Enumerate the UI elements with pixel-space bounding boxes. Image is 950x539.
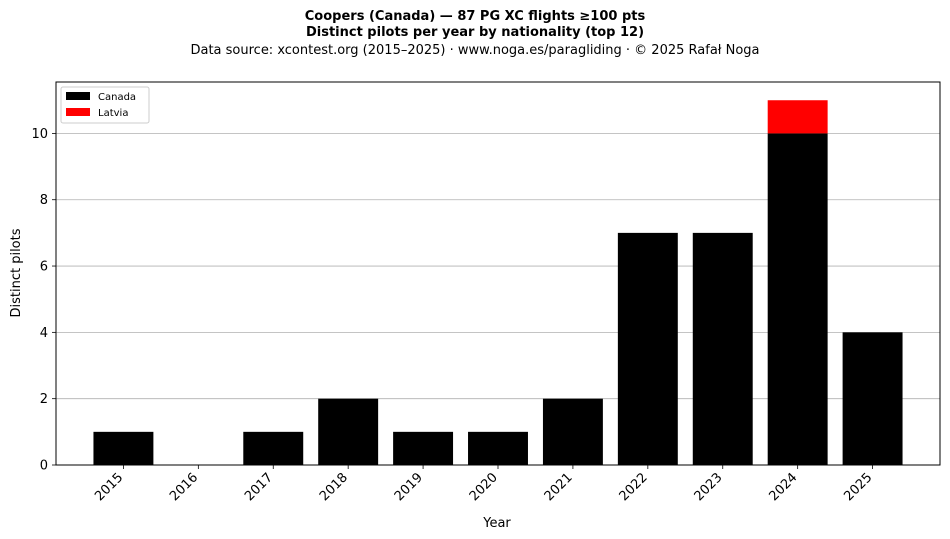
legend-swatch-latvia — [66, 108, 90, 116]
x-tick-label: 2018 — [317, 470, 351, 504]
x-tick-label: 2015 — [92, 470, 126, 504]
y-tick-label: 0 — [40, 459, 48, 474]
chart-source-line: Data source: xcontest.org (2015–2025) · … — [190, 43, 760, 58]
bar-canada-2025 — [842, 332, 903, 465]
bar-latvia-2024 — [767, 100, 828, 134]
bar-canada-2024 — [767, 133, 828, 466]
bar-canada-2020 — [468, 431, 528, 465]
legend-label-canada: Canada — [98, 92, 136, 103]
x-tick-label: 2020 — [467, 470, 501, 504]
bar-canada-2017 — [243, 431, 304, 465]
y-axis: 0 2 4 6 8 10 — [31, 127, 56, 474]
y-tick-label: 4 — [40, 326, 48, 341]
bar-canada-2018 — [318, 398, 379, 465]
x-tick-label: 2019 — [392, 470, 426, 504]
bar-canada-2023 — [692, 232, 753, 465]
y-tick-label: 10 — [31, 127, 48, 142]
legend-swatch-canada — [66, 92, 90, 100]
x-tick-label: 2017 — [242, 470, 276, 504]
y-axis-label: Distinct pilots — [9, 228, 24, 317]
y-tick-label: 2 — [40, 392, 48, 407]
bar-canada-2022 — [617, 232, 678, 465]
y-tick-label: 8 — [40, 193, 48, 208]
x-tick-label: 2023 — [692, 470, 726, 504]
bar-canada-2021 — [542, 398, 603, 465]
x-tick-label: 2016 — [167, 470, 201, 504]
chart-title: Coopers (Canada) — 87 PG XC flights ≥100… — [304, 9, 646, 24]
bars — [93, 100, 903, 466]
bar-canada-2015 — [93, 431, 154, 465]
x-axis-label: Year — [482, 516, 511, 531]
x-tick-label: 2022 — [617, 470, 651, 504]
x-tick-label: 2021 — [542, 470, 576, 504]
legend: Canada Latvia — [60, 86, 150, 124]
x-tick-label: 2024 — [766, 470, 800, 504]
chart-subtitle: Distinct pilots per year by nationality … — [305, 25, 645, 40]
legend-label-latvia: Latvia — [98, 108, 128, 119]
bar-canada-2019 — [393, 431, 454, 465]
x-tick-label: 2025 — [841, 470, 875, 504]
x-axis: 2015 2016 2017 2018 2019 2020 2021 2022 2023 2024… — [92, 465, 875, 504]
y-tick-label: 6 — [40, 260, 48, 275]
